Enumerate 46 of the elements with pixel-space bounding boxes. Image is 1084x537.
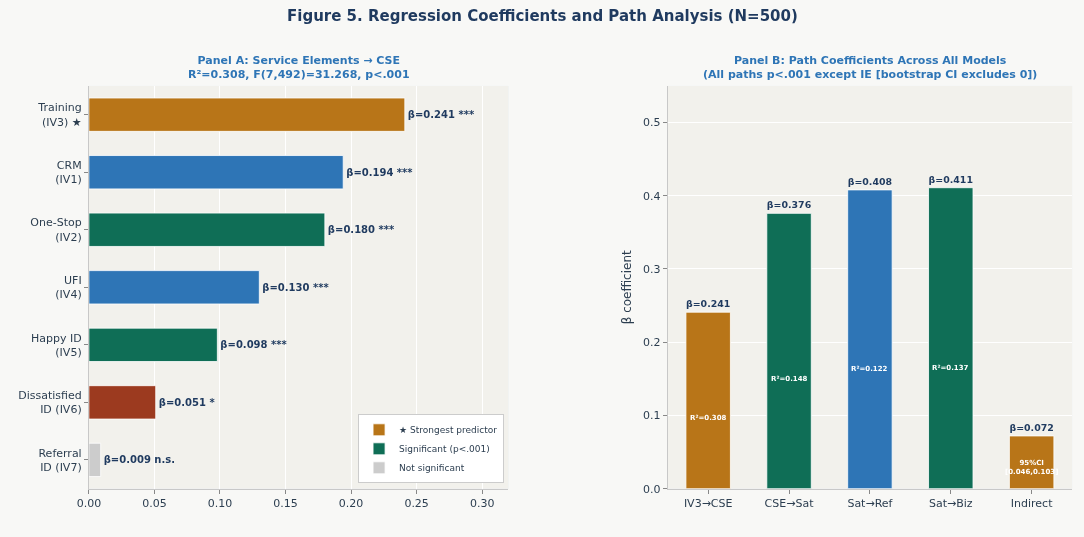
- data-label: β=0.098 ***: [220, 339, 288, 351]
- legend-label: Not significant: [399, 463, 465, 474]
- data-label: β=0.241: [685, 298, 731, 310]
- data-label: β=0.051 *: [158, 396, 216, 408]
- x-tick-label: CSE→Sat: [764, 496, 815, 510]
- x-tick-label: 0.00: [76, 496, 102, 510]
- data-label: β=0.241 ***: [407, 109, 475, 121]
- legend-label: ★ Strongest predictor: [399, 425, 498, 436]
- y-tick-label: Training (IV3) ★: [37, 101, 82, 129]
- y-tick-label: 0.2: [643, 336, 661, 350]
- x-tick-label: 0.10: [207, 496, 233, 510]
- data-label: β=0.072: [1009, 422, 1054, 434]
- legend-label: Significant (p<.001): [399, 444, 490, 455]
- x-tick-label: 0.15: [273, 496, 298, 510]
- chart-subtitle: (All paths p<.001 except IE [bootstrap CI excludes 0]): [703, 68, 1038, 82]
- x-tick-label: Sat→Biz: [928, 496, 973, 510]
- y-tick-label: Happy ID (IV5): [30, 331, 82, 359]
- x-tick-label: IV3→CSE: [683, 496, 733, 510]
- chart-title: Panel B: Path Coefficients Across All Models: [734, 54, 1007, 67]
- x-tick-label: 0.30: [469, 496, 495, 510]
- data-label: β=0.009 n.s.: [103, 454, 176, 466]
- data-label: β=0.130 ***: [262, 281, 330, 293]
- y-tick-label: Referral ID (IV7): [38, 446, 82, 474]
- data-label: β=0.408: [847, 176, 893, 188]
- y-tick-label: 0.3: [643, 262, 661, 276]
- y-tick-label: UFI (IV4): [55, 274, 82, 302]
- caption: Figure 5. Regression Coefficients and Path Analysis (N=500): [287, 7, 798, 25]
- chart-subtitle: R²=0.308, F(7,492)=31.268, p<.001: [188, 68, 410, 82]
- x-tick-label: Indirect: [1010, 496, 1054, 510]
- y-tick-label: 0.5: [643, 116, 661, 130]
- y-tick-label: One-Stop (IV2): [30, 216, 82, 244]
- x-tick-label: 0.20: [338, 496, 364, 510]
- y-tick-label: 0.4: [643, 189, 661, 203]
- y-axis-title: β coefficient: [620, 249, 635, 325]
- y-tick-label: 0.1: [643, 409, 661, 423]
- data-label: β=0.180 ***: [327, 224, 395, 236]
- x-tick-label: Sat→Ref: [847, 496, 894, 510]
- data-label: β=0.411: [928, 173, 973, 185]
- y-tick-label: 0.0: [643, 482, 661, 496]
- x-tick-label: 0.25: [404, 496, 429, 510]
- x-tick-label: 0.05: [142, 496, 167, 510]
- y-tick-label: CRM (IV1): [55, 158, 82, 187]
- data-label: β=0.194 ***: [346, 166, 414, 178]
- data-label: β=0.376: [766, 199, 812, 211]
- chart-title: Panel A: Service Elements → CSE: [197, 54, 401, 67]
- y-tick-label: Dissatisfied ID (IV6): [18, 389, 82, 417]
